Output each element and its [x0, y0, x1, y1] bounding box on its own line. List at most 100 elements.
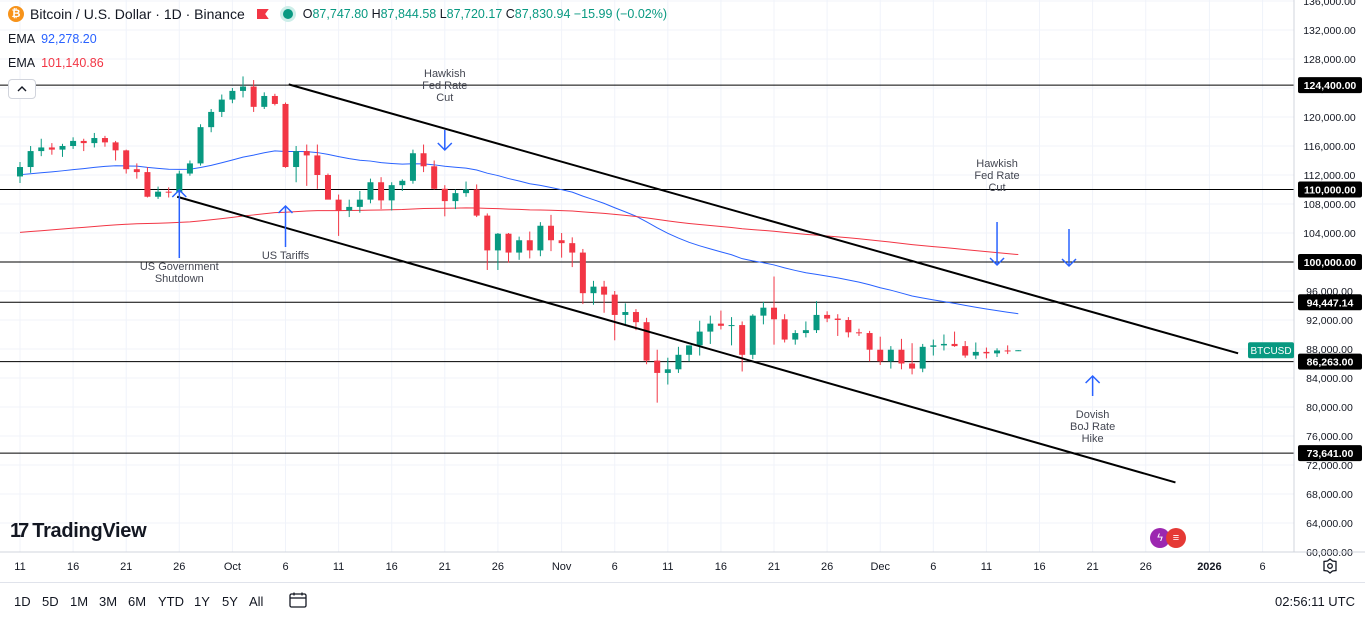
utc-clock[interactable]: 02:56:11 UTC: [1275, 594, 1355, 609]
chart-grid: [0, 0, 1294, 553]
annotation-label[interactable]: Hawkish: [424, 68, 466, 80]
tradingview-icon: 17: [10, 520, 29, 542]
lightning-icon[interactable]: ϟ: [1150, 528, 1170, 548]
horizontal-levels[interactable]: [0, 84, 1294, 454]
candle-body: [70, 140, 77, 146]
y-tick-label: 88,000.00: [1306, 344, 1353, 356]
ema-indicator-2[interactable]: EMA 101,140.86: [8, 56, 104, 70]
level-price-tag[interactable]: [1298, 77, 1362, 94]
annotation-label[interactable]: US Government: [140, 261, 219, 273]
timeframe-ytd[interactable]: YTD: [158, 594, 184, 609]
candle-body: [27, 151, 34, 168]
candle-body: [463, 189, 470, 194]
candle-body: [388, 185, 395, 201]
trend-channel[interactable]: [176, 83, 1239, 484]
timeframe-1d[interactable]: 1D: [14, 594, 31, 609]
candle-body: [38, 147, 45, 152]
level-price-tag[interactable]: [1298, 181, 1362, 198]
y-tick-label: 68,000.00: [1306, 489, 1353, 501]
y-tick-label: 80,000.00: [1306, 402, 1353, 414]
y-tick-label: 108,000.00: [1303, 199, 1356, 211]
candle-body: [176, 173, 183, 193]
level-price-tag[interactable]: [1298, 445, 1362, 462]
candle-body: [994, 350, 1001, 354]
level-price-tag[interactable]: [1298, 353, 1362, 370]
level-price-tag[interactable]: [1298, 254, 1362, 270]
event-badges[interactable]: ϟ ≡: [1150, 528, 1186, 548]
symbol-title[interactable]: Bitcoin / U.S. Dollar · 1D · Binance: [30, 6, 245, 22]
lower-trendline[interactable]: [176, 195, 1176, 484]
settings-icon[interactable]: [1322, 558, 1338, 574]
level-price-label: 73,641.00: [1307, 448, 1354, 460]
flag-icon[interactable]: [256, 9, 269, 19]
timeframe-1m[interactable]: 1M: [70, 594, 89, 609]
annotation-label[interactable]: US Tariffs: [262, 250, 310, 262]
symbol-tag[interactable]: [1248, 342, 1294, 359]
candle-body: [611, 294, 618, 315]
candle-body: [356, 199, 363, 207]
us-flag-icon[interactable]: ≡: [1166, 528, 1186, 548]
price-axis[interactable]: 60,000.00 64,000.00 68,000.00 72,000.00 76,0…: [1248, 0, 1362, 559]
arrow-down-icon: [437, 142, 453, 152]
timeframe-1y[interactable]: 1Y: [194, 594, 210, 609]
timeframe-3m[interactable]: 3M: [99, 594, 118, 609]
annotation-label[interactable]: Cut: [988, 182, 1005, 194]
candle-body: [962, 346, 969, 356]
bitcoin-icon: ₿: [8, 6, 24, 22]
annotation-label[interactable]: Shutdown: [155, 273, 204, 285]
annotation-label[interactable]: Hawkish: [976, 158, 1018, 170]
annotation-label[interactable]: Hike: [1082, 433, 1104, 445]
x-tick-label: 2026: [1197, 561, 1221, 573]
candle-body: [186, 163, 193, 174]
y-tick-label: 120,000.00: [1303, 112, 1356, 124]
candle-body: [17, 167, 23, 177]
candle-body: [760, 307, 767, 316]
tradingview-logo[interactable]: 17 TradingView: [10, 520, 147, 542]
candle-body: [919, 346, 926, 369]
annotation-label[interactable]: Dovish: [1076, 409, 1110, 421]
timeframe-5d[interactable]: 5D: [42, 594, 59, 609]
candle-body: [123, 150, 130, 170]
candle-body: [314, 155, 321, 175]
ema-indicator-1[interactable]: EMA 92,278.20: [8, 32, 97, 46]
annotation-label[interactable]: BoJ Rate: [1070, 421, 1115, 433]
annotation-label[interactable]: Fed Rate: [422, 80, 467, 92]
x-tick-label: 21: [768, 561, 780, 573]
collapse-indicators-button[interactable]: [8, 79, 36, 99]
x-tick-label: 6: [612, 561, 618, 573]
calendar-range-icon[interactable]: [289, 592, 307, 608]
x-tick-label: 11: [333, 561, 344, 573]
arrow-up-icon: [1085, 374, 1101, 384]
candle-body: [802, 330, 809, 334]
arrow-up-icon: [171, 188, 187, 198]
annotation-label[interactable]: Cut: [436, 92, 453, 104]
timeframe-all[interactable]: All: [249, 594, 264, 609]
time-axis[interactable]: 11 16 21 26 Oct 6 11 16 21 26 Nov 6 11 16 21 26 Dec 6 11 16…: [0, 551, 1365, 573]
x-tick-label: 26: [492, 561, 504, 573]
candle-body: [898, 349, 905, 364]
candle-body: [378, 182, 385, 201]
annotation-label[interactable]: Fed Rate: [974, 170, 1019, 182]
chevron-up-icon: [17, 86, 27, 92]
candle-body: [887, 349, 894, 362]
candle-body: [855, 332, 862, 334]
candle-body: [399, 180, 406, 186]
candle-body: [293, 151, 300, 168]
candle-body: [367, 182, 374, 200]
candle-body: [48, 147, 55, 150]
candle-body: [505, 233, 512, 253]
upper-trendline[interactable]: [288, 83, 1239, 355]
candle-body: [983, 351, 990, 354]
timeframe-6m[interactable]: 6M: [128, 594, 147, 609]
candle-body: [930, 345, 937, 347]
level-price-tag[interactable]: [1298, 294, 1362, 311]
candle-body: [80, 140, 87, 144]
candle-body: [271, 95, 278, 104]
timeframe-5y[interactable]: 5Y: [222, 594, 238, 609]
candle-body: [165, 191, 172, 193]
candle-body: [155, 191, 162, 197]
x-tick-label: 26: [821, 561, 833, 573]
x-tick-label: 6: [1259, 561, 1265, 573]
